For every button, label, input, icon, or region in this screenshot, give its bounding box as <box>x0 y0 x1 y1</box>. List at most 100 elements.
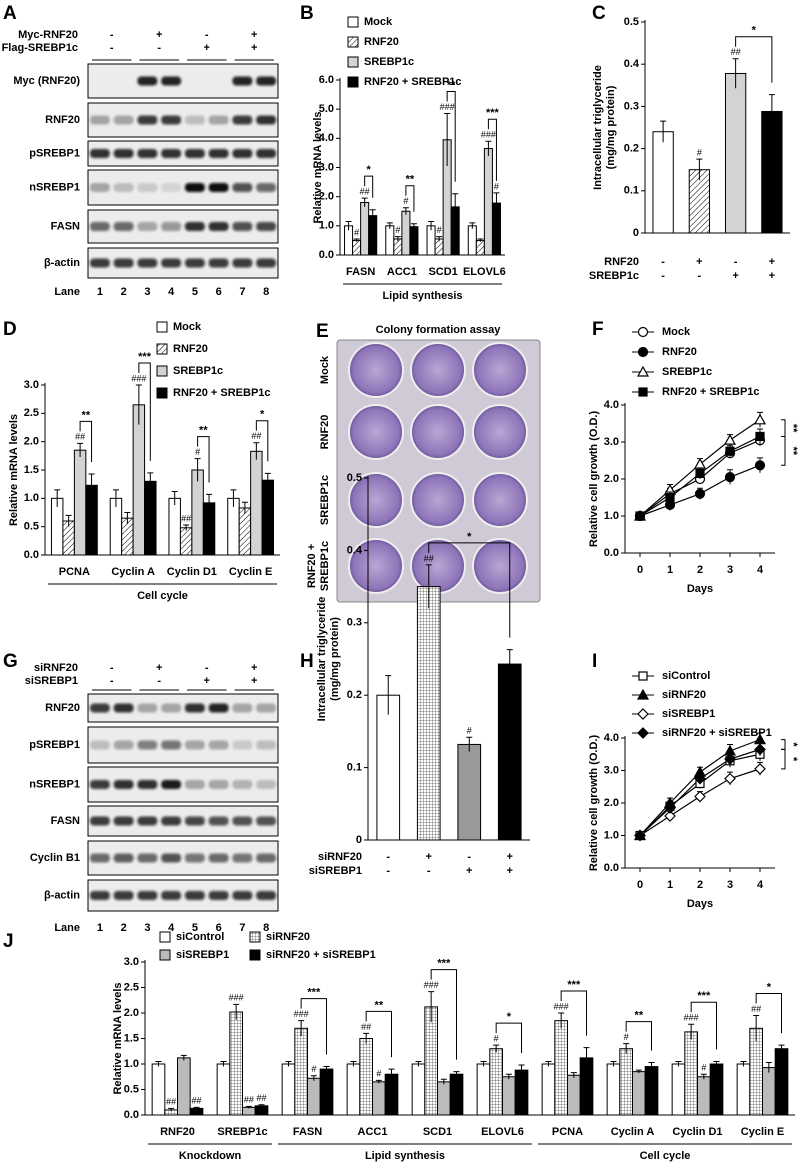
well <box>348 404 404 460</box>
x-tick-label: 4 <box>757 879 764 891</box>
bar <box>216 1063 231 1116</box>
y-tick-label: 1.5 <box>24 464 39 476</box>
lane-number: 6 <box>216 922 222 934</box>
row-label: RNF20 + <box>306 544 318 588</box>
band <box>137 703 158 713</box>
condition-sign: + <box>251 42 257 54</box>
y-axis-label: (mg/mg protein) <box>605 85 617 169</box>
legend-swatch <box>159 949 171 961</box>
bar <box>514 1069 529 1116</box>
error-bar <box>648 1061 655 1071</box>
band <box>161 780 182 789</box>
lane-number: 5 <box>192 286 198 298</box>
band <box>232 853 253 863</box>
error-bar <box>558 1012 565 1029</box>
condition-sign: - <box>734 256 738 268</box>
group-label: Lipid synthesis <box>365 1150 445 1162</box>
error-bar <box>583 1047 590 1069</box>
y-tick-label: 0.4 <box>347 544 363 556</box>
bracket <box>495 1022 523 1054</box>
error-bar <box>233 1003 240 1020</box>
x-tick-label: FASN <box>346 266 375 278</box>
marker <box>724 753 736 765</box>
band <box>232 740 253 750</box>
marker <box>636 688 650 700</box>
well <box>410 404 466 460</box>
marker <box>693 457 707 469</box>
error-bar <box>124 512 131 524</box>
bracket-label: ** <box>787 424 799 433</box>
marker <box>664 802 676 814</box>
condition-sign: + <box>251 29 257 41</box>
bar <box>632 1071 646 1116</box>
bar <box>541 1063 556 1116</box>
blot-label: nSREBP1 <box>29 181 80 193</box>
band <box>161 183 182 192</box>
legend-label: siRNF20 + siSREBP1 <box>266 949 376 961</box>
band <box>89 149 110 158</box>
error-bar <box>220 1060 227 1067</box>
bar <box>238 507 252 556</box>
significance: # <box>701 1063 706 1073</box>
error-bar <box>480 1060 487 1067</box>
marker <box>754 743 766 756</box>
x-tick-label: 0 <box>637 879 643 891</box>
lane-number: 4 <box>168 922 175 934</box>
x-tick-label: Cyclin D1 <box>167 566 217 578</box>
error-bar <box>765 1061 772 1073</box>
group-label: Lipid synthesis <box>382 290 462 302</box>
well <box>410 472 466 528</box>
condition-sign: + <box>251 675 257 687</box>
significance: ### <box>424 980 439 990</box>
error-bar <box>363 1032 370 1044</box>
y-tick-label: 3.0 <box>604 436 619 448</box>
condition-sign: - <box>157 675 161 687</box>
bracket <box>364 175 374 198</box>
y-tick-label: 0.3 <box>347 617 362 629</box>
y-tick-label: 2.5 <box>24 407 39 419</box>
y-tick-label: 3.0 <box>124 956 139 968</box>
error-bar <box>436 236 443 242</box>
significance: # <box>311 1064 316 1074</box>
error-bar <box>253 442 260 460</box>
x-tick-label: SCD1 <box>423 1126 452 1138</box>
y-tick-label: 0.3 <box>624 100 639 112</box>
band <box>232 149 253 158</box>
significance: ### <box>684 1013 699 1023</box>
marker <box>724 472 736 483</box>
y-tick-label: 2.0 <box>604 473 619 485</box>
blot-label: β-actin <box>44 889 80 901</box>
marker <box>695 468 705 479</box>
band <box>256 76 277 86</box>
marker <box>724 772 736 785</box>
band <box>184 703 205 713</box>
lane-label: Lane <box>54 922 80 934</box>
y-tick-label: 3.0 <box>24 379 39 391</box>
error-bar <box>361 197 368 207</box>
lane-number: 7 <box>239 922 245 934</box>
error-bar <box>394 236 401 242</box>
significance: # <box>624 1032 629 1042</box>
legend-label: RNF20 <box>364 36 399 48</box>
marker <box>638 387 648 397</box>
error-bar <box>206 493 213 512</box>
bar <box>144 480 157 556</box>
condition-sign: - <box>661 270 665 282</box>
band <box>256 780 277 789</box>
y-tick-label: 0.4 <box>624 58 640 70</box>
panel-letter: F <box>592 319 604 340</box>
condition-sign: + <box>426 851 432 863</box>
legend-swatch <box>156 343 168 355</box>
band <box>208 853 229 863</box>
legend-label: siSREBP1 <box>662 708 715 720</box>
bar <box>151 1063 166 1116</box>
x-tick-label: FASN <box>293 1126 322 1138</box>
x-tick-label: Cyclin E <box>741 1126 784 1138</box>
legend-label: siRNF20 <box>662 689 706 701</box>
band <box>114 77 134 86</box>
y-axis-label: (mg/mg protein) <box>329 617 341 701</box>
significance: ## <box>361 1022 371 1032</box>
y-tick-label: 0.2 <box>624 143 639 155</box>
bracket-label: ** <box>635 1010 644 1022</box>
significance: # <box>697 148 702 158</box>
